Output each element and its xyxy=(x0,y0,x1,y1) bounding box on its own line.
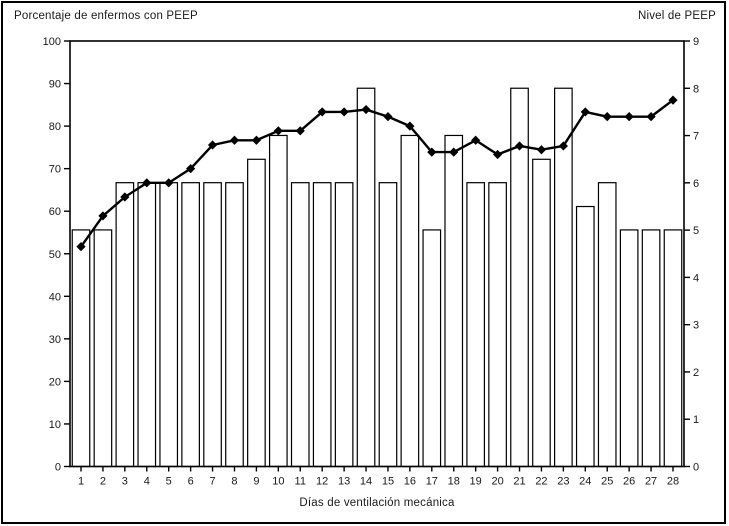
peep-marker-day-9 xyxy=(251,135,262,145)
left-axis-label-100: 100 xyxy=(43,36,61,48)
x-axis-label-19: 19 xyxy=(470,476,482,488)
x-axis-label-25: 25 xyxy=(601,476,613,488)
x-axis-label-9: 9 xyxy=(253,476,259,488)
x-axis-label-2: 2 xyxy=(100,476,106,488)
right-axis-label-2: 2 xyxy=(693,367,699,379)
peep-marker-day-4 xyxy=(142,178,152,188)
x-axis-label-15: 15 xyxy=(382,476,394,488)
right-axis-label-1: 1 xyxy=(693,414,699,426)
x-axis-label-8: 8 xyxy=(231,476,237,488)
right-axis-title: Nivel de PEEP xyxy=(637,10,716,22)
left-axis-label-40: 40 xyxy=(49,291,61,303)
peep-marker-day-1 xyxy=(76,242,86,252)
peep-marker-day-27 xyxy=(646,112,656,122)
peep-marker-day-24 xyxy=(580,107,590,117)
peep-marker-day-15 xyxy=(383,112,393,122)
x-axis-label-17: 17 xyxy=(426,476,438,488)
left-axis-label-20: 20 xyxy=(49,376,61,388)
peep-marker-day-17 xyxy=(427,147,437,157)
x-axis-label-4: 4 xyxy=(144,476,150,488)
x-axis-label-12: 12 xyxy=(316,476,328,488)
right-axis-label-6: 6 xyxy=(693,178,699,190)
x-axis-label-11: 11 xyxy=(295,476,306,488)
peep-marker-day-18 xyxy=(449,147,459,157)
x-axis-label-6: 6 xyxy=(188,476,194,488)
left-axis-label-50: 50 xyxy=(49,249,61,261)
left-axis-label-60: 60 xyxy=(49,206,61,218)
right-axis-label-7: 7 xyxy=(693,131,699,143)
left-axis-label-90: 90 xyxy=(49,79,61,91)
x-axis-label-23: 23 xyxy=(557,476,569,488)
x-axis-label-13: 13 xyxy=(338,476,350,488)
peep-line xyxy=(80,99,674,248)
left-axis-title: Porcentaje de enfermos con PEEP xyxy=(14,10,198,22)
right-axis-label-3: 3 xyxy=(693,320,699,332)
left-axis-label-10: 10 xyxy=(49,419,61,431)
peep-marker-day-12 xyxy=(317,107,327,117)
x-axis-label-22: 22 xyxy=(535,476,547,488)
peep-marker-day-2 xyxy=(98,211,108,221)
x-axis-label-5: 5 xyxy=(166,476,172,488)
peep-marker-day-3 xyxy=(120,192,130,202)
peep-marker-day-20 xyxy=(492,149,503,160)
right-axis-label-9: 9 xyxy=(693,36,699,48)
left-axis-label-70: 70 xyxy=(49,164,61,176)
x-axis-label-24: 24 xyxy=(579,476,591,488)
peep-marker-day-8 xyxy=(229,135,240,145)
x-axis-label-20: 20 xyxy=(491,476,503,488)
x-axis-label-18: 18 xyxy=(448,476,460,488)
peep-marker-day-25 xyxy=(602,112,612,122)
x-axis-label-16: 16 xyxy=(404,476,416,488)
peep-marker-day-7 xyxy=(207,140,218,150)
x-axis-label-28: 28 xyxy=(667,476,679,488)
peep-marker-day-21 xyxy=(514,141,525,151)
x-axis-label-10: 10 xyxy=(272,476,284,488)
peep-marker-day-28 xyxy=(668,95,678,105)
x-axis-title: Días de ventilación mecánica xyxy=(299,497,455,509)
right-axis-label-4: 4 xyxy=(693,272,699,284)
peep-marker-day-19 xyxy=(471,135,481,145)
peep-marker-day-16 xyxy=(405,121,415,131)
peep-marker-day-22 xyxy=(536,145,547,155)
x-axis-label-1: 1 xyxy=(78,476,84,488)
left-axis-label-80: 80 xyxy=(49,121,61,133)
x-axis-label-26: 26 xyxy=(623,476,635,488)
peep-marker-day-13 xyxy=(339,107,349,117)
x-axis-label-27: 27 xyxy=(645,476,657,488)
peep-marker-day-14 xyxy=(361,104,371,115)
peep-marker-day-23 xyxy=(558,141,568,151)
left-axis-label-0: 0 xyxy=(55,462,61,474)
peep-marker-day-26 xyxy=(624,112,634,122)
peep-marker-day-10 xyxy=(273,126,283,136)
x-axis-label-21: 21 xyxy=(513,476,525,488)
x-axis-label-14: 14 xyxy=(360,476,372,488)
peep-marker-day-6 xyxy=(186,164,196,174)
right-axis-label-8: 8 xyxy=(693,83,699,95)
right-axis-label-5: 5 xyxy=(693,225,699,237)
x-axis-label-7: 7 xyxy=(209,476,215,488)
right-axis-label-0: 0 xyxy=(693,462,699,474)
peep-marker-day-5 xyxy=(164,178,174,188)
peep-marker-day-11 xyxy=(295,126,305,136)
x-axis-label-3: 3 xyxy=(122,476,128,488)
left-axis-label-30: 30 xyxy=(49,334,61,346)
